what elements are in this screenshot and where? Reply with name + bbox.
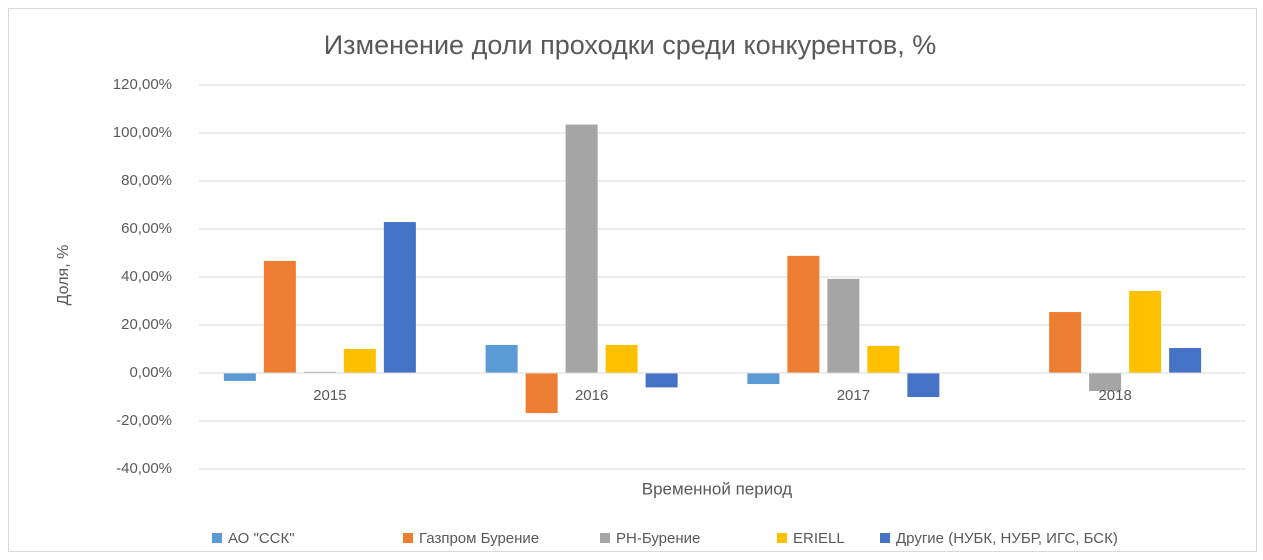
bar	[565, 124, 598, 373]
bar	[605, 344, 638, 373]
bar	[343, 349, 376, 373]
bar	[1049, 312, 1082, 373]
legend-label: АО "ССК"	[228, 530, 295, 547]
bar	[1089, 373, 1122, 391]
x-tick-label: 2016	[575, 387, 608, 404]
y-tick-label: 80,00%	[121, 172, 172, 189]
bar	[223, 373, 256, 381]
legend-swatch	[212, 533, 222, 543]
y-tick-label: 0,00%	[129, 364, 172, 381]
bar	[525, 373, 558, 414]
bar	[907, 373, 940, 397]
bar	[263, 260, 296, 373]
legend-swatch	[403, 533, 413, 543]
legend-swatch	[880, 533, 890, 543]
bar	[827, 278, 860, 373]
bar	[867, 345, 900, 373]
legend-label: Другие (НУБК, НУБР, ИГС, БСК)	[896, 530, 1118, 547]
chart-title: Изменение доли проходки среди конкуренто…	[324, 30, 936, 60]
x-axis-title: Временной период	[642, 479, 793, 498]
y-tick-label: 100,00%	[113, 124, 172, 141]
legend-swatch	[600, 533, 610, 543]
x-tick-label: 2017	[837, 387, 870, 404]
y-axis-title: Доля, %	[55, 245, 72, 306]
y-tick-label: 60,00%	[121, 220, 172, 237]
legend-swatch	[777, 533, 787, 543]
bar	[645, 373, 678, 388]
y-tick-label: 40,00%	[121, 268, 172, 285]
bar	[383, 222, 416, 373]
chart-border	[8, 8, 1257, 552]
bar	[1129, 290, 1162, 373]
bar	[787, 255, 820, 373]
bar	[747, 373, 780, 385]
y-tick-label: 20,00%	[121, 316, 172, 333]
bar	[1169, 348, 1202, 373]
legend-label: ERIELL	[793, 530, 845, 547]
x-tick-label: 2018	[1098, 387, 1131, 404]
bar	[303, 371, 336, 373]
y-tick-label: -20,00%	[116, 412, 172, 429]
x-tick-label: 2015	[313, 387, 346, 404]
y-tick-label: 120,00%	[113, 76, 172, 93]
bar	[485, 344, 518, 373]
y-tick-label: -40,00%	[116, 460, 172, 477]
legend-label: РН-Бурение	[616, 530, 700, 547]
legend-label: Газпром Бурение	[419, 530, 539, 547]
